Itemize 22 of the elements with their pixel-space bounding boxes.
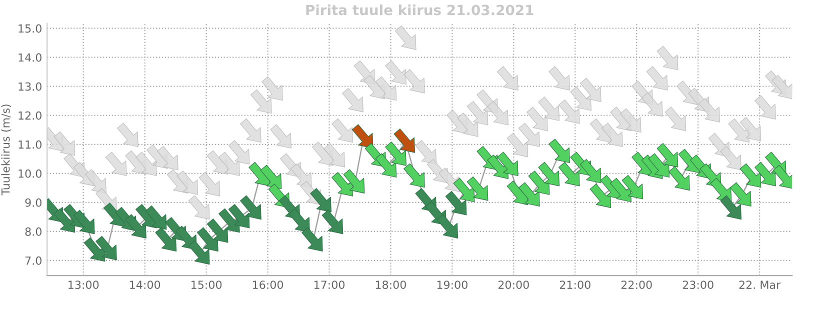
x-tick-label: 16:00 bbox=[252, 280, 284, 290]
y-tick-label: 9.0 bbox=[25, 198, 42, 207]
x-tick-label: 21:00 bbox=[560, 280, 590, 290]
x-tick-label: 19:00 bbox=[437, 280, 468, 290]
x-tick-label: 17:00 bbox=[314, 280, 345, 290]
y-axis-title: Tuulekiirus (m/s) bbox=[1, 104, 12, 196]
y-tick-label: 13.0 bbox=[18, 82, 42, 91]
x-tick-label: 15:00 bbox=[192, 280, 222, 290]
y-tick-label: 11.0 bbox=[18, 140, 42, 149]
x-tick-label: 20:00 bbox=[498, 280, 529, 290]
x-tick-label: 22. Mar bbox=[739, 280, 781, 290]
y-tick-label: 10.0 bbox=[18, 169, 42, 178]
x-tick-label: 13:00 bbox=[68, 280, 99, 290]
x-tick-label: 18:00 bbox=[376, 280, 406, 290]
x-tick-label: 22:00 bbox=[621, 280, 652, 290]
x-tick-label: 23:00 bbox=[682, 280, 714, 290]
y-tick-label: 12.0 bbox=[18, 111, 42, 120]
x-tick-label: 14:00 bbox=[130, 280, 160, 290]
y-tick-label: 14.0 bbox=[18, 53, 42, 62]
y-tick-label: 7.0 bbox=[25, 256, 42, 265]
y-tick-label: 8.0 bbox=[25, 227, 42, 236]
y-tick-label: 15.0 bbox=[18, 24, 42, 33]
